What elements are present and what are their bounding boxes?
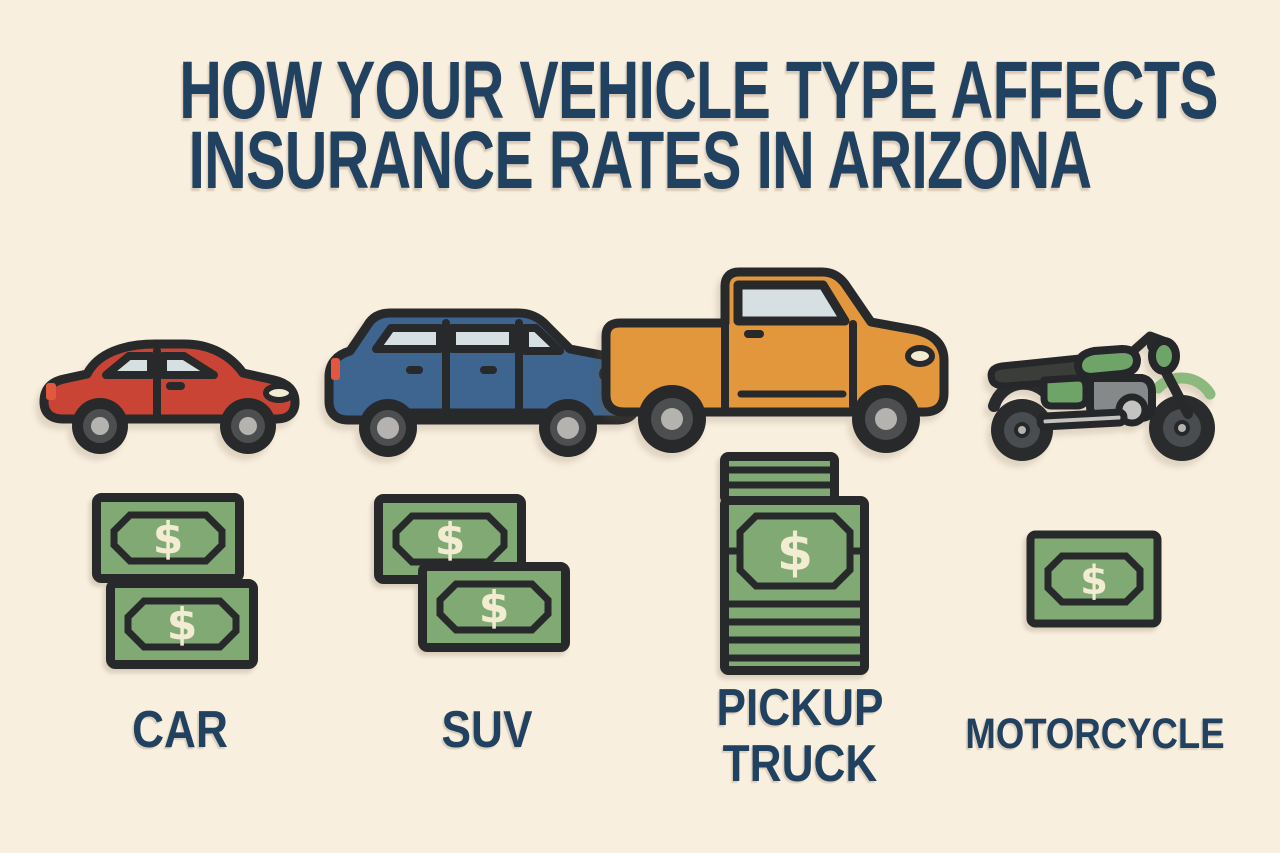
dollar-bill-icon: $ (1026, 530, 1162, 628)
dollar-bill-stack-icon: $ (720, 452, 869, 675)
dollar-sign: $ (777, 523, 813, 583)
dollar-sign: $ (435, 514, 466, 565)
car-front-window (159, 352, 218, 379)
motorcycle-illustration (987, 331, 1216, 461)
car-taillight (46, 383, 56, 400)
car-headlight (263, 383, 295, 403)
car-illustration (39, 339, 300, 454)
vehicle-label-suv: SUV (441, 701, 533, 759)
dollar-bill-icon: $ (418, 562, 570, 652)
suv-handle-front (480, 366, 497, 374)
dollar-bill-icon: $ (374, 494, 526, 584)
vehicle-label-pickup-truck: PICKUP TRUCK (716, 679, 884, 793)
pickup-body (601, 267, 949, 417)
money-stack-car: $ $ (92, 493, 258, 669)
motorcycle-side-panel (1040, 374, 1090, 410)
motorcycle-front-fender (1152, 372, 1216, 400)
motorcycle-headlamp (1148, 337, 1180, 375)
vehicle-label-motorcycle: MOTORCYCLE (965, 710, 1225, 758)
car-door-handle (166, 382, 185, 390)
title-line-2: INSURANCE RATES IN ARIZONA (188, 115, 1093, 206)
dollar-sign: $ (153, 513, 184, 564)
pickup-rear-wheel (638, 385, 706, 453)
money-stack-motorcycle: $ (1026, 530, 1162, 628)
motorcycle-rear-wheel (991, 399, 1053, 461)
money-stack-suv: $ $ (374, 494, 570, 652)
motorcycle-tank (1074, 345, 1141, 381)
money-stack-pickup-truck: $ (720, 452, 869, 675)
suv-handle-rear (406, 366, 423, 374)
suv-rear-wheel (359, 399, 417, 457)
car-rear-wheel (72, 398, 128, 454)
dollar-sign: $ (1080, 558, 1108, 604)
dollar-bill-icon: $ (92, 493, 244, 583)
car-front-wheel (220, 398, 276, 454)
dollar-bill-icon: $ (106, 579, 258, 669)
pickup-window (733, 280, 850, 326)
suv-middle-window (448, 324, 517, 353)
title-line-1: HOW YOUR VEHICLE TYPE AFFECTS (179, 45, 1218, 136)
vehicle-label-car: CAR (132, 701, 228, 759)
pickup-headlight (905, 345, 935, 367)
motorcycle-exhaust (1036, 408, 1128, 431)
pickup-door-handle (744, 330, 764, 338)
dollar-sign: $ (167, 599, 198, 650)
pickup-front-wheel (852, 385, 920, 453)
dollar-sign: $ (479, 582, 510, 633)
suv-rear-window (372, 324, 444, 353)
suv-front-window (521, 324, 564, 355)
car-rear-window (102, 352, 155, 379)
page-title: HOW YOUR VEHICLE TYPE AFFECTS INSURANCE … (0, 45, 1280, 206)
pickup-truck-illustration (601, 267, 949, 453)
suv-taillight (331, 358, 340, 380)
motorcycle-front-wheel (1149, 395, 1215, 461)
suv-front-wheel (539, 399, 597, 457)
